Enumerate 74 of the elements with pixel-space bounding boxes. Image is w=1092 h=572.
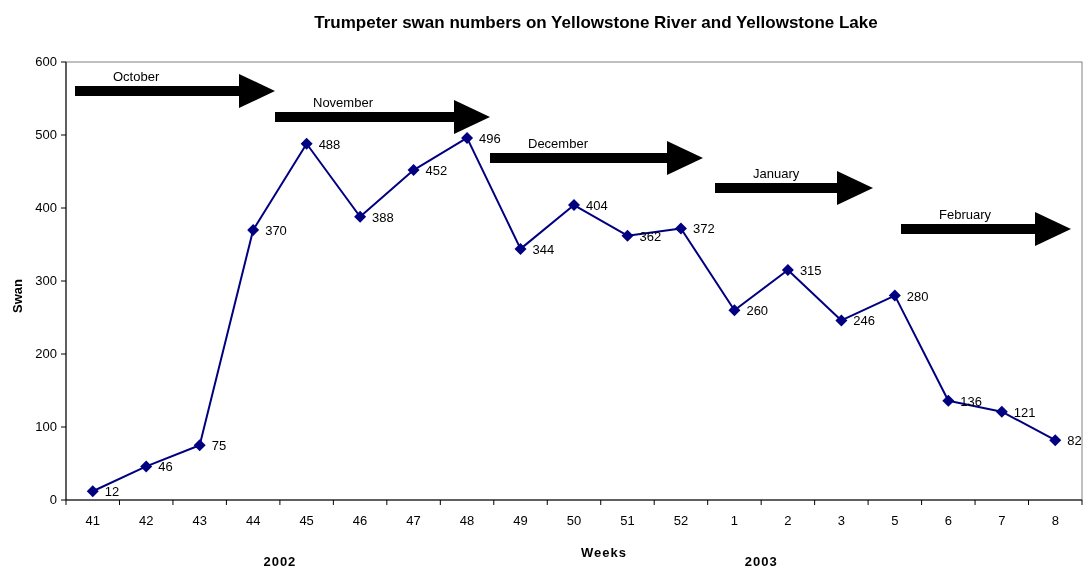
annotation: October	[113, 69, 160, 84]
data-label: 82	[1067, 433, 1082, 449]
text: 2002	[263, 554, 297, 569]
data-label: 344	[532, 241, 555, 257]
y-axis-title: Swan	[10, 278, 25, 313]
data-label: 121	[1013, 404, 1036, 420]
point	[1049, 434, 1062, 447]
point	[300, 137, 313, 150]
x-tick-label: 44	[245, 513, 261, 528]
y-tick-label: 0	[49, 492, 57, 507]
x-tick-label: 1	[730, 513, 739, 528]
x-tick-label: 50	[566, 513, 582, 528]
x-tick-label: 48	[459, 513, 475, 528]
x-axis-title: Weeks	[581, 545, 627, 560]
x-tick-label: 3	[837, 513, 845, 528]
point	[568, 199, 580, 212]
x-tick-label: 49	[513, 513, 528, 528]
data-label: 260	[746, 303, 769, 319]
x-tick-label: 5	[891, 513, 899, 528]
data-label: 315	[799, 263, 822, 279]
data-label: 46	[158, 459, 173, 475]
point	[86, 485, 99, 498]
data-label: 12	[104, 484, 120, 500]
x-tick-label: 6	[944, 513, 952, 528]
y-tick-label: 400	[35, 200, 57, 215]
x-tick-label: 45	[299, 513, 314, 528]
data-label: 388	[372, 209, 394, 225]
data-label: 372	[692, 221, 715, 237]
point	[888, 289, 901, 302]
data-label: 246	[853, 313, 876, 329]
data-label: 75	[211, 438, 227, 454]
x-tick-label: 52	[673, 513, 689, 528]
point	[995, 405, 1008, 418]
point	[514, 242, 527, 255]
point	[674, 222, 687, 235]
point	[835, 314, 848, 327]
y-tick-label: 200	[35, 346, 57, 361]
x-tick-label: 41	[85, 513, 100, 528]
data-label: 280	[906, 288, 929, 304]
y-tick-label: 600	[35, 54, 57, 69]
point	[247, 223, 260, 236]
point	[354, 210, 367, 223]
point	[728, 304, 741, 317]
y-tick-label: 300	[35, 273, 57, 288]
annotation: November	[313, 95, 374, 110]
x-tick-label: 47	[406, 513, 421, 528]
data-label: 404	[586, 198, 608, 214]
data-label: 136	[960, 393, 983, 409]
annotation: December	[528, 136, 589, 151]
y-tick-label: 500	[35, 127, 57, 142]
data-label: 452	[425, 163, 448, 179]
x-tick-label: 43	[192, 513, 207, 528]
point	[407, 164, 420, 177]
data-label: 370	[265, 222, 287, 238]
annotation: January	[753, 166, 800, 181]
data-label: 496	[479, 130, 501, 146]
point	[461, 131, 474, 144]
data-label: 362	[639, 228, 662, 244]
point	[140, 460, 153, 473]
x-tick-label: 2	[784, 513, 792, 528]
x-tick-label: 51	[620, 513, 635, 528]
annotation: February	[939, 207, 992, 222]
x-tick-label: 8	[1051, 513, 1059, 528]
point	[621, 229, 634, 242]
x-tick-label: 7	[998, 513, 1006, 528]
data-label: 488	[318, 136, 341, 152]
x-tick-label: 46	[352, 513, 368, 528]
text: 2003	[744, 554, 778, 569]
point	[781, 264, 794, 277]
chart-title: Trumpeter swan numbers on Yellowstone River and Yellowstone Lake	[314, 13, 878, 32]
x-tick-label: 42	[138, 513, 154, 528]
point	[942, 394, 955, 407]
point	[193, 439, 206, 452]
y-tick-label: 100	[35, 419, 57, 434]
